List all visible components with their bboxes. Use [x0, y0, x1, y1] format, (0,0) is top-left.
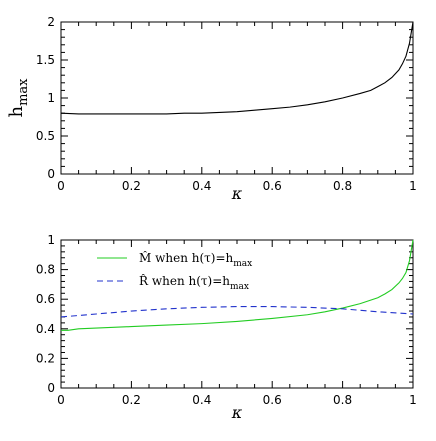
x-tick-label: 0.2	[122, 393, 141, 407]
x-axis-label: κ	[231, 184, 243, 203]
y-tick-label: 2	[47, 15, 55, 29]
x-tick-label: 0.2	[122, 179, 141, 193]
x-axis-label: κ	[231, 403, 243, 422]
y-tick-label: 0	[47, 381, 55, 395]
chart-panel-1: 0 0.2 0.4 0.6 0.8 1 0 0.5 1 1.5 2 κ hmax	[6, 15, 417, 203]
y-tick-label: 0.5	[36, 129, 55, 143]
y-tick-label: 0.8	[36, 263, 55, 277]
series-line-2	[60, 306, 414, 318]
y-tick-label: 1.5	[36, 53, 55, 67]
chart-panel-2: 0 0.2 0.4 0.6 0.8 1 0 0.2 0.4 0.6 0.8 1 κ M̂ when h(τ…	[36, 233, 417, 422]
x-tick-label: 0.6	[263, 393, 282, 407]
plot-frame	[60, 21, 414, 175]
y-tick-label: 0	[47, 167, 55, 181]
y-axis-label: hmax	[6, 78, 31, 118]
x-tick-label: 1	[409, 393, 417, 407]
x-tick-label: 0	[57, 179, 65, 193]
x-tick-label: 0	[57, 393, 65, 407]
x-tick-label: 0.6	[263, 179, 282, 193]
series-line-1	[60, 21, 414, 115]
y-tick-label: 0.6	[36, 292, 55, 306]
y-axis-label-sub: max	[16, 78, 31, 106]
y-tick-label: 0.2	[36, 351, 55, 365]
legend-label-1: M̂ when h(τ)=hmax	[139, 250, 252, 269]
x-tick-label: 0.4	[192, 393, 211, 407]
legend-label-2: R̂ when h(τ)=hmax	[139, 273, 249, 292]
y-tick-label: 1	[47, 91, 55, 105]
y-tick-label: 1	[47, 233, 55, 247]
legend-label-main: M̂ when h(τ)=h	[139, 250, 234, 265]
y-tick-label: 0.4	[36, 322, 55, 336]
legend-label-sub: max	[230, 282, 249, 292]
x-tick-label: 0.4	[192, 179, 211, 193]
x-tick-label: 0.8	[333, 179, 352, 193]
y-axis-label-main: h	[6, 106, 27, 118]
series-line-1	[61, 239, 414, 331]
legend-label-sub: max	[233, 259, 252, 269]
x-tick-label: 1	[409, 179, 417, 193]
legend-label-main: R̂ when h(τ)=h	[139, 273, 230, 288]
x-tick-label: 0.8	[333, 393, 352, 407]
